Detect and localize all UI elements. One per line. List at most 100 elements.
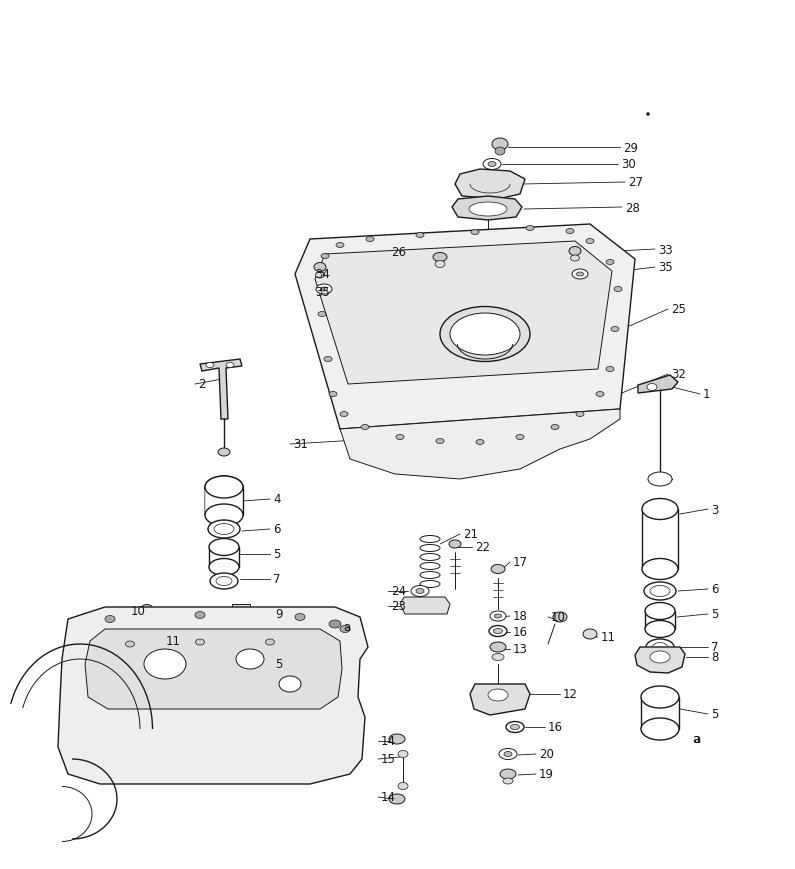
Ellipse shape bbox=[490, 642, 506, 653]
Ellipse shape bbox=[396, 435, 404, 440]
Ellipse shape bbox=[320, 288, 328, 292]
Ellipse shape bbox=[596, 392, 604, 397]
Text: 35: 35 bbox=[658, 262, 673, 275]
Ellipse shape bbox=[489, 626, 507, 637]
Text: 16: 16 bbox=[513, 626, 528, 639]
Text: 17: 17 bbox=[513, 556, 528, 569]
Text: 3: 3 bbox=[711, 503, 719, 516]
Ellipse shape bbox=[611, 327, 619, 332]
Ellipse shape bbox=[176, 634, 190, 644]
Text: 10: 10 bbox=[131, 605, 145, 618]
Ellipse shape bbox=[398, 783, 408, 790]
Ellipse shape bbox=[576, 412, 584, 417]
Text: 25: 25 bbox=[671, 303, 686, 316]
Text: 9: 9 bbox=[275, 607, 282, 620]
Ellipse shape bbox=[488, 689, 508, 701]
Text: 24: 24 bbox=[391, 585, 406, 598]
Text: 5: 5 bbox=[273, 547, 281, 561]
Ellipse shape bbox=[499, 748, 517, 760]
Ellipse shape bbox=[645, 620, 675, 638]
Text: 14: 14 bbox=[381, 791, 396, 804]
Ellipse shape bbox=[492, 139, 508, 151]
Ellipse shape bbox=[226, 363, 234, 368]
Text: 11: 11 bbox=[601, 631, 616, 644]
Ellipse shape bbox=[583, 629, 597, 640]
Ellipse shape bbox=[206, 363, 214, 368]
Ellipse shape bbox=[510, 725, 519, 730]
Ellipse shape bbox=[450, 314, 520, 355]
Ellipse shape bbox=[316, 273, 324, 279]
Polygon shape bbox=[85, 629, 342, 709]
Ellipse shape bbox=[494, 614, 502, 618]
Text: 7: 7 bbox=[711, 640, 719, 653]
Ellipse shape bbox=[126, 641, 134, 647]
Text: a: a bbox=[692, 733, 700, 746]
Polygon shape bbox=[635, 647, 685, 673]
Text: 18: 18 bbox=[513, 610, 528, 623]
Polygon shape bbox=[638, 375, 678, 394]
Ellipse shape bbox=[336, 243, 344, 249]
Ellipse shape bbox=[321, 255, 329, 259]
Polygon shape bbox=[200, 360, 242, 420]
Ellipse shape bbox=[469, 202, 507, 216]
Polygon shape bbox=[205, 488, 243, 515]
Text: 34: 34 bbox=[315, 269, 330, 282]
Text: 4: 4 bbox=[273, 493, 281, 506]
Ellipse shape bbox=[648, 473, 672, 487]
Text: 15: 15 bbox=[381, 753, 396, 766]
Ellipse shape bbox=[650, 651, 670, 663]
Text: 6: 6 bbox=[711, 583, 719, 596]
Ellipse shape bbox=[471, 230, 479, 235]
Polygon shape bbox=[295, 225, 635, 429]
Polygon shape bbox=[315, 242, 612, 385]
Ellipse shape bbox=[340, 626, 350, 633]
Ellipse shape bbox=[398, 751, 408, 758]
Ellipse shape bbox=[566, 229, 574, 235]
Ellipse shape bbox=[266, 640, 274, 646]
Ellipse shape bbox=[205, 476, 243, 499]
Ellipse shape bbox=[642, 559, 678, 580]
Ellipse shape bbox=[420, 580, 440, 587]
Ellipse shape bbox=[516, 435, 524, 440]
Ellipse shape bbox=[389, 794, 405, 804]
Ellipse shape bbox=[236, 649, 264, 669]
Ellipse shape bbox=[420, 536, 440, 543]
Ellipse shape bbox=[411, 586, 429, 597]
Text: 12: 12 bbox=[563, 687, 578, 700]
Ellipse shape bbox=[205, 504, 243, 527]
Text: 35: 35 bbox=[315, 286, 330, 299]
Ellipse shape bbox=[435, 262, 445, 269]
Ellipse shape bbox=[495, 148, 505, 156]
Ellipse shape bbox=[436, 439, 444, 444]
Ellipse shape bbox=[366, 237, 374, 242]
Ellipse shape bbox=[641, 687, 679, 708]
Ellipse shape bbox=[433, 253, 447, 262]
Ellipse shape bbox=[340, 412, 348, 417]
Text: 32: 32 bbox=[671, 368, 686, 381]
Ellipse shape bbox=[491, 565, 505, 574]
Ellipse shape bbox=[646, 640, 674, 655]
Polygon shape bbox=[400, 597, 450, 614]
Text: 6: 6 bbox=[273, 523, 281, 536]
Ellipse shape bbox=[569, 247, 581, 256]
Ellipse shape bbox=[606, 260, 614, 265]
Ellipse shape bbox=[503, 778, 513, 784]
Ellipse shape bbox=[318, 312, 326, 317]
Ellipse shape bbox=[646, 113, 650, 116]
Text: 8: 8 bbox=[711, 651, 719, 664]
Ellipse shape bbox=[576, 273, 584, 276]
Text: 1: 1 bbox=[703, 388, 711, 401]
Polygon shape bbox=[58, 607, 368, 784]
Ellipse shape bbox=[105, 616, 115, 623]
Ellipse shape bbox=[141, 605, 153, 614]
Ellipse shape bbox=[324, 357, 332, 362]
Text: 23: 23 bbox=[391, 600, 406, 613]
Text: 26: 26 bbox=[391, 246, 406, 259]
Ellipse shape bbox=[214, 524, 234, 535]
Ellipse shape bbox=[205, 476, 243, 499]
Text: 33: 33 bbox=[658, 243, 673, 256]
Ellipse shape bbox=[526, 226, 534, 231]
Ellipse shape bbox=[295, 614, 305, 620]
Ellipse shape bbox=[416, 589, 424, 594]
Ellipse shape bbox=[218, 448, 230, 456]
